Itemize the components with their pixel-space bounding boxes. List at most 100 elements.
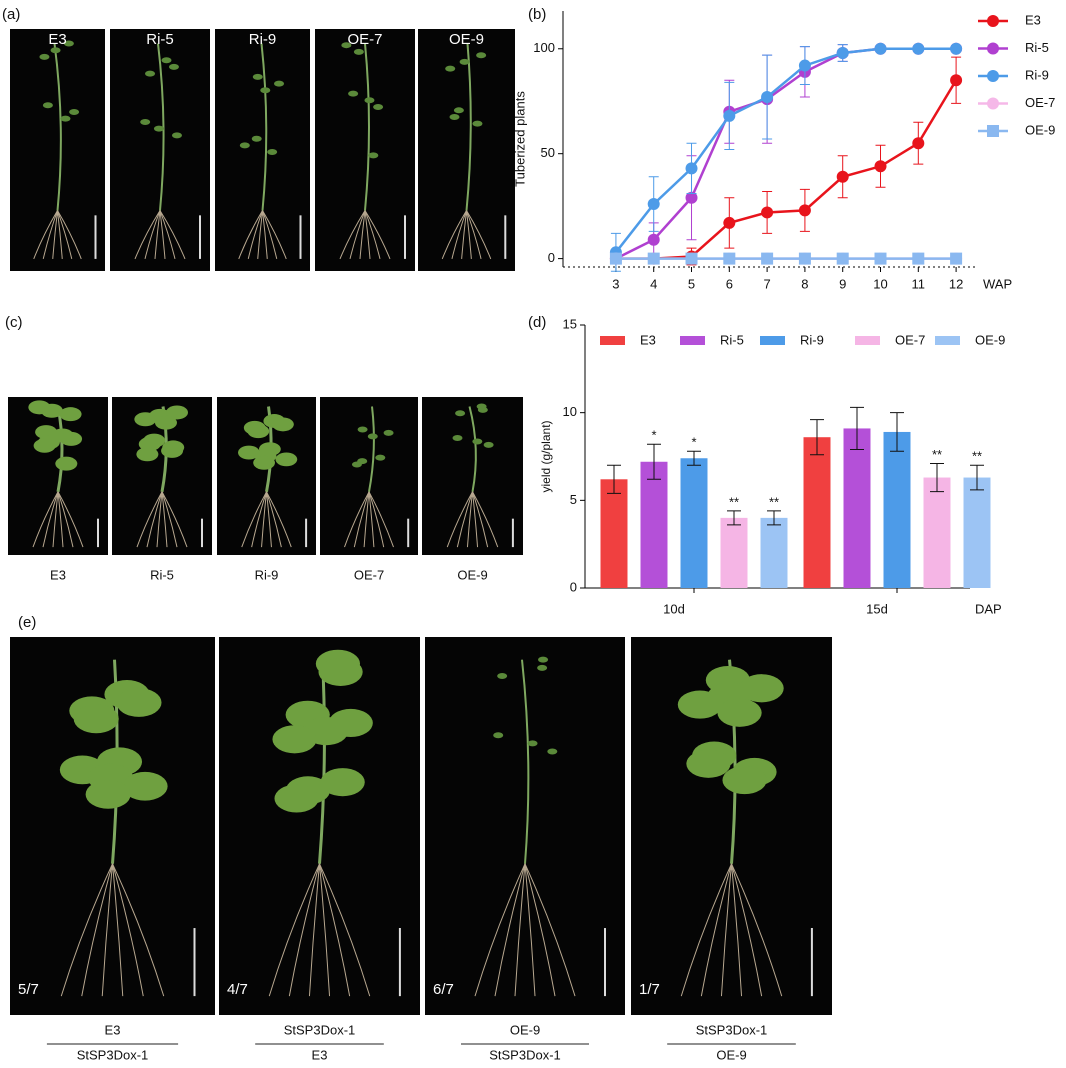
y-tick-label: 10 bbox=[563, 404, 577, 419]
marker bbox=[912, 137, 925, 150]
leaf bbox=[252, 73, 263, 80]
root bbox=[700, 863, 732, 997]
marker bbox=[761, 206, 774, 219]
stem bbox=[260, 43, 268, 211]
marker bbox=[912, 252, 925, 265]
root bbox=[156, 491, 163, 548]
significance: ** bbox=[972, 449, 982, 464]
root bbox=[262, 210, 287, 260]
marker bbox=[874, 42, 887, 55]
y-tick-label: 0 bbox=[570, 579, 577, 594]
marker bbox=[836, 252, 849, 265]
stock-label: OE-9 bbox=[716, 1047, 746, 1062]
legend-label: OE-7 bbox=[895, 332, 925, 347]
root bbox=[524, 863, 556, 997]
x-tick-label: 6 bbox=[726, 276, 733, 291]
root bbox=[353, 491, 370, 548]
root bbox=[466, 210, 482, 260]
scion-label: E3 bbox=[105, 1022, 121, 1037]
error-bar bbox=[607, 464, 621, 494]
root bbox=[514, 863, 526, 997]
error-bar bbox=[970, 464, 984, 491]
photo-label: E3 bbox=[48, 31, 66, 48]
leaf bbox=[59, 407, 82, 422]
root bbox=[466, 491, 473, 548]
marker bbox=[798, 252, 811, 265]
bar bbox=[803, 437, 831, 588]
stem bbox=[318, 659, 326, 864]
leaf bbox=[40, 403, 63, 418]
leaf bbox=[39, 53, 50, 60]
leaf bbox=[69, 108, 80, 115]
panel-label: (d) bbox=[528, 314, 546, 331]
leaf bbox=[497, 673, 508, 680]
root bbox=[731, 863, 763, 997]
photo-label: Ri-5 bbox=[150, 567, 174, 582]
root bbox=[319, 863, 351, 997]
root bbox=[57, 210, 82, 260]
marker bbox=[798, 204, 811, 217]
fraction: 5/7 bbox=[18, 981, 39, 998]
marker bbox=[912, 42, 925, 55]
significance: * bbox=[691, 435, 696, 450]
leaf bbox=[353, 48, 364, 55]
root bbox=[112, 863, 165, 997]
root bbox=[368, 491, 394, 548]
x-tick-label: 4 bbox=[650, 276, 657, 291]
bar bbox=[963, 477, 991, 588]
leaf bbox=[493, 732, 504, 739]
leaf bbox=[368, 152, 379, 159]
root bbox=[339, 210, 366, 260]
root bbox=[159, 210, 166, 259]
significance: ** bbox=[769, 494, 779, 509]
leaf bbox=[547, 748, 558, 755]
error-bar bbox=[810, 419, 824, 456]
bar bbox=[883, 431, 911, 588]
photo bbox=[219, 637, 420, 1015]
panel-label: (c) bbox=[5, 314, 23, 331]
legend-swatch bbox=[760, 336, 785, 345]
root bbox=[364, 210, 371, 259]
root bbox=[262, 210, 268, 259]
root bbox=[42, 491, 59, 548]
error-bar bbox=[930, 463, 944, 493]
legend-swatch bbox=[600, 336, 625, 345]
root bbox=[238, 210, 263, 260]
y-tick-label: 0 bbox=[548, 250, 555, 265]
legend-label: Ri-9 bbox=[800, 332, 824, 347]
root bbox=[680, 863, 732, 997]
leaf bbox=[453, 107, 464, 114]
root bbox=[466, 210, 472, 259]
leaf bbox=[357, 426, 368, 433]
root bbox=[319, 863, 371, 997]
x-axis-label: DAP bbox=[975, 601, 1002, 616]
root bbox=[441, 210, 467, 260]
root bbox=[136, 491, 163, 548]
leaf bbox=[318, 657, 363, 686]
legend-label: OE-9 bbox=[1025, 122, 1055, 137]
root bbox=[720, 863, 732, 997]
marker bbox=[685, 162, 698, 175]
root bbox=[472, 491, 479, 548]
x-tick-label: 9 bbox=[839, 276, 846, 291]
leaf bbox=[341, 42, 352, 49]
leaf bbox=[251, 135, 262, 142]
stem bbox=[53, 43, 62, 211]
leaf bbox=[161, 57, 172, 64]
leaf bbox=[33, 438, 56, 453]
panel-label: (e) bbox=[18, 614, 36, 631]
photo-label: OE-9 bbox=[449, 31, 484, 48]
leaf bbox=[538, 656, 549, 663]
root bbox=[731, 863, 743, 997]
stem bbox=[368, 406, 375, 492]
root bbox=[451, 210, 467, 260]
x-tick-label: 12 bbox=[949, 276, 963, 291]
y-tick-label: 15 bbox=[563, 316, 577, 331]
root bbox=[57, 491, 84, 548]
marker bbox=[723, 109, 736, 122]
root bbox=[268, 863, 320, 997]
x-tick-label: 8 bbox=[801, 276, 808, 291]
leaf bbox=[171, 132, 182, 139]
leaf bbox=[722, 766, 767, 795]
x-tick-label: 15d bbox=[866, 601, 888, 616]
